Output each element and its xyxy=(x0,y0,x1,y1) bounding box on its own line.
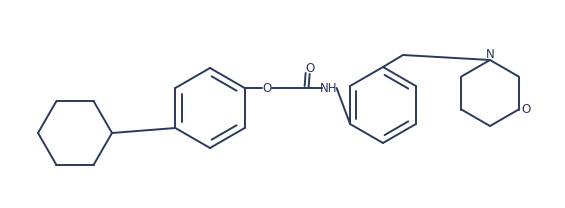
Text: N: N xyxy=(486,47,494,61)
Text: O: O xyxy=(521,103,530,116)
Text: O: O xyxy=(305,62,314,76)
Text: O: O xyxy=(262,82,271,94)
Text: NH: NH xyxy=(320,82,337,94)
